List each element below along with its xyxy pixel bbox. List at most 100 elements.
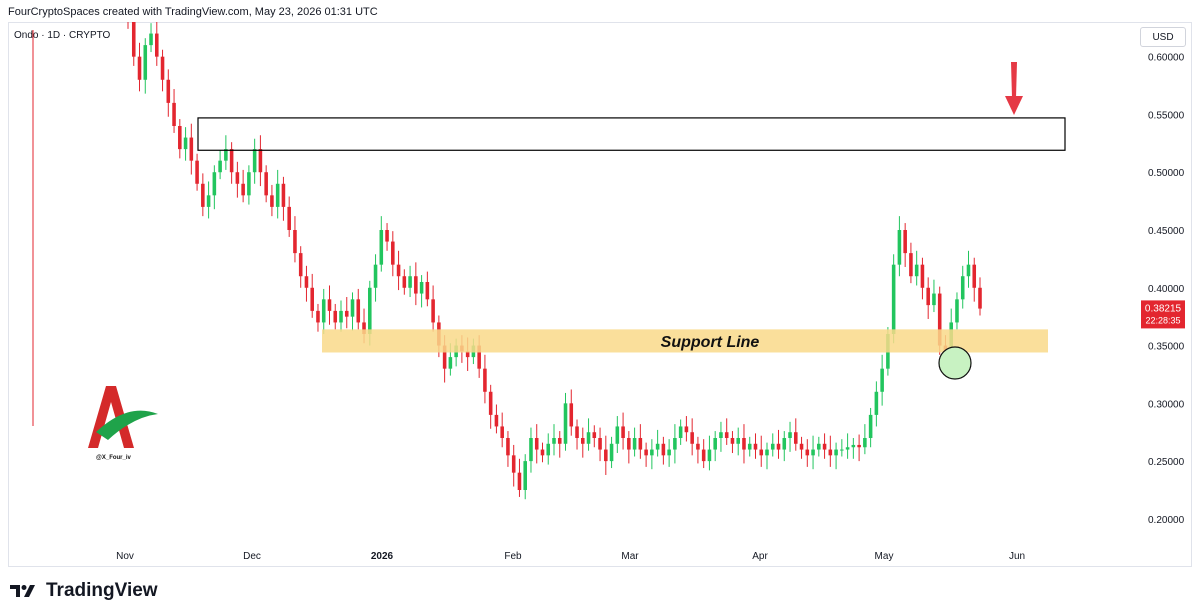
candle-body <box>201 183 205 207</box>
candle-body <box>540 449 545 456</box>
candle-body <box>736 438 741 444</box>
candle-body <box>897 230 902 265</box>
logo-swoosh-icon <box>96 410 158 440</box>
candle-body <box>719 432 723 438</box>
candle <box>534 424 539 464</box>
candle-body <box>258 149 263 173</box>
candle <box>419 275 424 308</box>
candle-body <box>356 299 361 323</box>
candle-body <box>966 264 971 277</box>
candle-body <box>206 195 211 207</box>
candle <box>183 127 188 161</box>
down-arrow-icon <box>1005 62 1023 115</box>
candle <box>557 431 562 458</box>
candle-body <box>644 449 648 456</box>
candle-body <box>742 438 746 450</box>
candle <box>638 424 643 459</box>
candle-body <box>298 253 303 277</box>
price-label-bg <box>1141 300 1185 329</box>
candle <box>212 165 217 210</box>
candle <box>891 254 896 344</box>
candle-body <box>247 172 251 196</box>
candle-body <box>586 432 591 444</box>
candle <box>523 454 528 500</box>
candle <box>580 427 585 458</box>
candle <box>373 254 378 302</box>
y-tick-label: 0.50000 <box>1148 168 1185 179</box>
candle-body <box>425 282 430 300</box>
candle-body <box>229 149 234 173</box>
candle <box>333 303 338 330</box>
candle-body <box>724 432 729 438</box>
candle-body <box>511 455 516 473</box>
candle-body <box>154 33 159 57</box>
candle <box>776 429 781 459</box>
candle <box>511 444 516 487</box>
candle-body <box>747 443 752 450</box>
candle-body <box>241 183 245 196</box>
candle <box>195 153 199 191</box>
candle <box>972 257 977 302</box>
candle-body <box>926 287 930 306</box>
candle <box>817 436 821 457</box>
candle-body <box>483 368 487 392</box>
candle <box>719 421 723 452</box>
candle-body <box>580 438 585 444</box>
candle <box>402 269 407 295</box>
candle-body <box>477 345 481 369</box>
candle-body <box>817 443 821 450</box>
candle-body <box>955 299 959 323</box>
candle <box>414 262 418 306</box>
candle <box>609 436 614 469</box>
candle <box>840 439 844 457</box>
candle-body <box>224 149 228 161</box>
candle-body <box>730 438 735 444</box>
candle <box>897 216 902 277</box>
candle-body <box>701 449 706 462</box>
candle <box>909 242 913 284</box>
candle-body <box>448 357 453 369</box>
candle <box>396 250 401 291</box>
candle <box>258 135 263 187</box>
candlestick-chart[interactable]: Ondo · 1D · CRYPTO 0.60000 0.55000 0.50000… <box>8 22 1192 567</box>
current-price-label: 0.38215 <box>1145 303 1182 314</box>
candle-body <box>799 443 804 450</box>
candle <box>178 119 182 159</box>
candle-body <box>500 426 504 438</box>
candle-body <box>465 351 470 358</box>
candle <box>788 421 792 452</box>
candle-body <box>534 438 539 450</box>
candle <box>793 418 798 451</box>
candle <box>770 433 775 457</box>
candle <box>350 292 355 331</box>
arrow-shaft <box>1011 62 1017 98</box>
candle <box>920 257 925 300</box>
currency-selector[interactable]: USD <box>1140 27 1186 47</box>
candle <box>252 138 257 184</box>
y-tick-label: 0.20000 <box>1148 515 1185 526</box>
y-tick-label: 0.45000 <box>1148 226 1185 237</box>
candle <box>661 436 666 465</box>
candle <box>592 425 597 448</box>
candle <box>604 435 608 475</box>
candle <box>321 288 326 334</box>
candle-body <box>834 449 838 456</box>
candle <box>552 424 556 456</box>
candle-body <box>252 149 257 173</box>
candle <box>488 384 493 429</box>
watermark-logo: @X_Four_iv <box>88 386 158 461</box>
candle-body <box>575 426 579 438</box>
candle <box>650 439 654 470</box>
candle-body <box>327 299 332 311</box>
candle-body <box>615 426 620 444</box>
candle <box>966 250 971 288</box>
candle-body <box>650 449 654 456</box>
candle-body <box>759 449 764 456</box>
candle-body <box>552 438 556 444</box>
candle-body <box>408 276 412 288</box>
y-tick-label: 0.35000 <box>1148 342 1185 353</box>
chart-frame <box>8 22 1192 567</box>
candle-body <box>546 443 551 456</box>
candle <box>621 412 625 450</box>
candle <box>310 273 315 318</box>
